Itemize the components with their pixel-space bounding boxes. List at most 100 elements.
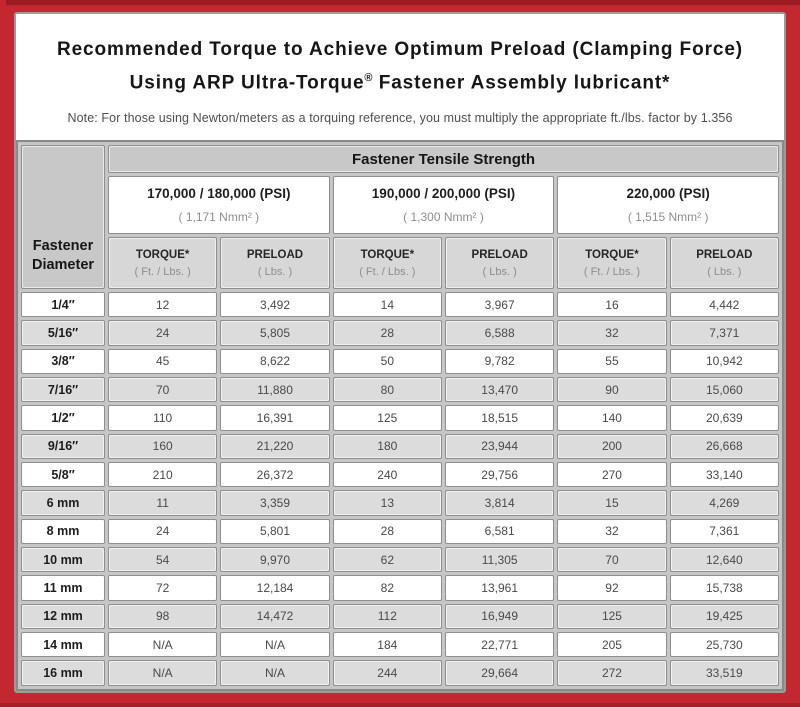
value-cell: 15,060 xyxy=(669,377,779,403)
value-cell: 32 xyxy=(557,518,667,545)
value-cell: 28 xyxy=(332,518,442,545)
value-cell: 26,372 xyxy=(220,462,330,488)
title-line-1: Recommended Torque to Achieve Optimum Pr… xyxy=(56,39,744,60)
value-cell: N/A xyxy=(108,632,218,658)
value-cell: 16,949 xyxy=(444,603,555,630)
value-cell: 3,492 xyxy=(220,292,330,318)
frame-bottom-shade xyxy=(0,703,800,707)
header-row-units: TORQUE* ( Ft. / Lbs. ) PRELOAD ( Lbs. ) … xyxy=(21,237,779,289)
value-cell: 54 xyxy=(108,547,218,573)
value-cell: 15,738 xyxy=(669,575,779,601)
value-cell: 70 xyxy=(557,547,667,573)
preload-column-header-2: PRELOAD ( Lbs. ) xyxy=(444,237,555,289)
value-cell: 90 xyxy=(557,377,667,403)
fastener-diameter-cell: 6 mm xyxy=(21,490,105,516)
psi-group-2-header: 190,000 / 200,000 (PSI) ( 1,300 Nmm² ) xyxy=(332,176,555,234)
table-row: 16 mm N/A N/A 244 29,664 272 33,519 xyxy=(21,660,779,686)
fastener-diameter-cell: 1/4″ xyxy=(21,292,105,318)
value-cell: 8,622 xyxy=(220,348,330,375)
preload-label: PRELOAD xyxy=(471,248,528,261)
value-cell: 24 xyxy=(108,320,218,346)
frame-top-stripe xyxy=(6,0,800,5)
value-cell: 140 xyxy=(557,405,667,431)
value-cell: 12,184 xyxy=(220,575,330,601)
value-cell: 50 xyxy=(332,348,442,375)
torque-column-header-2: TORQUE* ( Ft. / Lbs. ) xyxy=(332,237,442,289)
torque-label: TORQUE* xyxy=(135,248,190,261)
value-cell: N/A xyxy=(220,660,330,686)
page-title: Recommended Torque to Achieve Optimum Pr… xyxy=(16,35,784,97)
preload-label: PRELOAD xyxy=(696,248,753,261)
value-cell: 33,519 xyxy=(669,660,779,686)
fastener-diameter-cell: 12 mm xyxy=(21,603,105,630)
value-cell: 28 xyxy=(332,320,442,346)
value-cell: 33,140 xyxy=(669,462,779,488)
value-cell: 272 xyxy=(557,660,667,686)
torque-label: TORQUE* xyxy=(360,248,415,261)
table-row: 5/8″ 210 26,372 240 29,756 270 33,140 xyxy=(21,462,779,488)
value-cell: 16 xyxy=(557,292,667,318)
fastener-diameter-cell: 8 mm xyxy=(21,518,105,545)
value-cell: 29,664 xyxy=(444,660,555,686)
fastener-diameter-cell: 3/8″ xyxy=(21,348,105,375)
value-cell: 13 xyxy=(332,490,442,516)
value-cell: 240 xyxy=(332,462,442,488)
title-line-2-tail: Fastener Assembly lubricant* xyxy=(372,72,671,94)
value-cell: 29,756 xyxy=(444,462,555,488)
table-row: 1/2″ 110 16,391 125 18,515 140 20,639 xyxy=(21,405,779,431)
value-cell: 21,220 xyxy=(220,433,330,460)
value-cell: 9,970 xyxy=(220,547,330,573)
value-cell: 200 xyxy=(557,433,667,460)
preload-unit: ( Lbs. ) xyxy=(482,265,517,278)
corner-header-line-2: Diameter xyxy=(31,257,95,274)
fastener-diameter-cell: 10 mm xyxy=(21,547,105,573)
header-row-tensile: Fastener Diameter Fastener Tensile Stren… xyxy=(21,145,779,289)
value-cell: 205 xyxy=(557,632,667,658)
psi-group-1-label: 170,000 / 180,000 (PSI) xyxy=(147,186,291,201)
value-cell: 20,639 xyxy=(669,405,779,431)
registered-trademark-symbol: ® xyxy=(364,72,373,84)
table-row: 6 mm 11 3,359 13 3,814 15 4,269 xyxy=(21,490,779,516)
torque-unit: ( Ft. / Lbs. ) xyxy=(359,265,416,278)
preload-unit: ( Lbs. ) xyxy=(707,265,742,278)
value-cell: 6,588 xyxy=(444,320,555,346)
value-cell: 3,814 xyxy=(444,490,555,516)
value-cell: 14 xyxy=(332,292,442,318)
value-cell: 4,269 xyxy=(669,490,779,516)
value-cell: 62 xyxy=(332,547,442,573)
value-cell: N/A xyxy=(108,660,218,686)
psi-group-2-label: 190,000 / 200,000 (PSI) xyxy=(371,186,516,201)
preload-column-header-3: PRELOAD ( Lbs. ) xyxy=(669,237,779,289)
value-cell: 14,472 xyxy=(220,603,330,630)
value-cell: 5,801 xyxy=(220,518,330,545)
fastener-diameter-cell: 1/2″ xyxy=(21,405,105,431)
value-cell: 80 xyxy=(332,377,442,403)
fastener-diameter-cell: 7/16″ xyxy=(21,377,105,403)
preload-label: PRELOAD xyxy=(246,248,304,261)
value-cell: 13,470 xyxy=(444,377,555,403)
header-row-psi: 170,000 / 180,000 (PSI) ( 1,171 Nmm² ) 1… xyxy=(21,176,779,234)
value-cell: 7,361 xyxy=(669,518,779,545)
fastener-diameter-cell: 11 mm xyxy=(21,575,105,601)
value-cell: 25,730 xyxy=(669,632,779,658)
value-cell: 160 xyxy=(108,433,218,460)
table-row: 8 mm 24 5,801 28 6,581 32 7,361 xyxy=(21,518,779,545)
value-cell: 270 xyxy=(557,462,667,488)
psi-group-3-header: 220,000 (PSI) ( 1,515 Nmm² ) xyxy=(557,176,779,234)
tensile-strength-header: Fastener Tensile Strength xyxy=(108,145,779,173)
fastener-diameter-cell: 5/8″ xyxy=(21,462,105,488)
psi-group-2-nmm: ( 1,300 Nmm² ) xyxy=(403,210,484,224)
torque-table-wrap: Fastener Diameter Fastener Tensile Stren… xyxy=(16,140,784,691)
note-text: Note: For those using Newton/meters as a… xyxy=(67,111,733,126)
value-cell: 12 xyxy=(108,292,218,318)
value-cell: 4,442 xyxy=(669,292,779,318)
value-cell: 82 xyxy=(332,575,442,601)
content-panel: Recommended Torque to Achieve Optimum Pr… xyxy=(14,12,786,693)
torque-table: Fastener Diameter Fastener Tensile Stren… xyxy=(16,140,784,691)
table-row: 5/16″ 24 5,805 28 6,588 32 7,371 xyxy=(21,320,779,346)
value-cell: 24 xyxy=(108,518,218,545)
value-cell: 110 xyxy=(108,405,218,431)
title-line-2: Using ARP Ultra-Torque® Fastener Assembl… xyxy=(16,64,784,97)
value-cell: 210 xyxy=(108,462,218,488)
value-cell: 125 xyxy=(332,405,442,431)
